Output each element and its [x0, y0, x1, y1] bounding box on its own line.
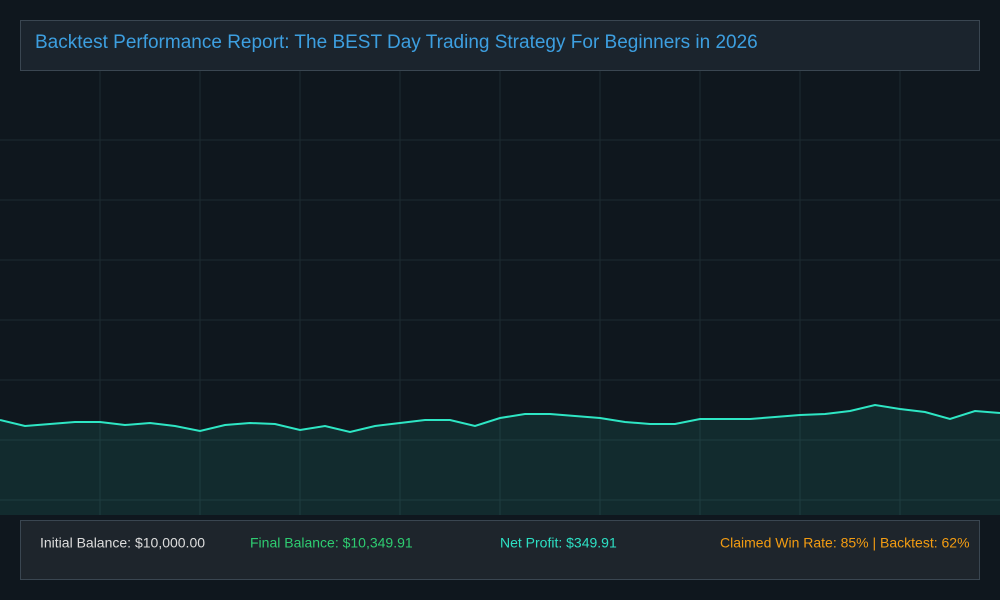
stats: Initial Balance: $10,000.00 Final Balance… [40, 535, 970, 551]
stat-text: Final Balance: $10,349.91 [250, 535, 413, 551]
plot-area [0, 70, 1000, 515]
header-box [20, 20, 980, 71]
stat-text: Initial Balance: $10,000.00 [40, 535, 205, 551]
area-fill [0, 405, 1000, 515]
stat-text: Net Profit: $349.91 [500, 535, 617, 551]
stats-box [20, 520, 980, 580]
stat-text: Claimed Win Rate: 85% | Backtest: 62% [720, 535, 970, 551]
equity-line [0, 403, 1000, 434]
page-title: Backtest Performance Report: The BEST Da… [35, 32, 758, 53]
